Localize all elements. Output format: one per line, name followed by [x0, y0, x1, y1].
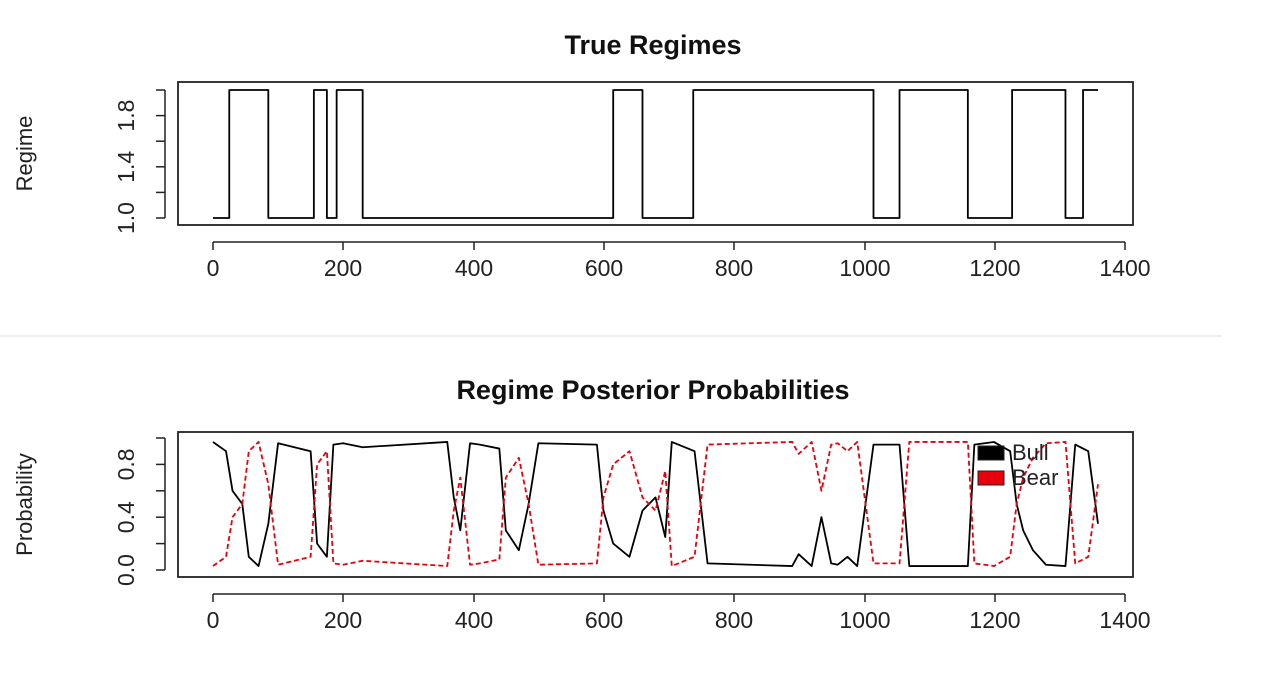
x-tick-label: 400 — [455, 607, 493, 633]
x-tick-label: 600 — [585, 255, 623, 281]
legend-swatch-bull — [977, 445, 1005, 461]
x-tick-label: 0 — [207, 255, 220, 281]
x-tick-label: 400 — [455, 255, 493, 281]
legend-label-bull: Bull — [1012, 440, 1049, 465]
x-tick-label: 600 — [585, 607, 623, 633]
y-axis-label: Probability — [12, 453, 37, 556]
y-tick-label: 1.0 — [113, 202, 139, 234]
x-tick-label: 800 — [715, 607, 753, 633]
chart-title-2: Regime Posterior Probabilities — [456, 375, 849, 405]
plot-frame-1 — [177, 81, 1134, 226]
y-tick-label: 1.4 — [113, 151, 139, 183]
legend-swatch-bear — [977, 470, 1005, 486]
x-tick-label: 800 — [715, 255, 753, 281]
x-tick-label: 0 — [207, 607, 220, 633]
y-tick-label: 0.0 — [113, 554, 139, 586]
y-tick-label: 0.8 — [113, 448, 139, 480]
y-axis-label: Regime — [12, 116, 37, 192]
legend-label-bear: Bear — [1012, 465, 1058, 490]
x-tick-label: 1000 — [839, 255, 890, 281]
x-tick-label: 1200 — [969, 607, 1020, 633]
x-tick-label: 1400 — [1099, 607, 1150, 633]
y-tick-label: 1.8 — [113, 100, 139, 132]
x-tick-label: 1000 — [839, 607, 890, 633]
series-line-bear — [212, 441, 1099, 567]
x-tick-label: 200 — [324, 255, 362, 281]
x-tick-label: 1200 — [969, 255, 1020, 281]
series-line-regime — [213, 89, 1098, 219]
plot-frame-2 — [177, 431, 1134, 578]
y-tick-label: 0.4 — [113, 501, 139, 533]
x-tick-label: 200 — [324, 607, 362, 633]
chart-title-1: True Regimes — [564, 30, 741, 60]
x-tick-label: 1400 — [1099, 255, 1150, 281]
series-line-bull — [212, 441, 1099, 567]
